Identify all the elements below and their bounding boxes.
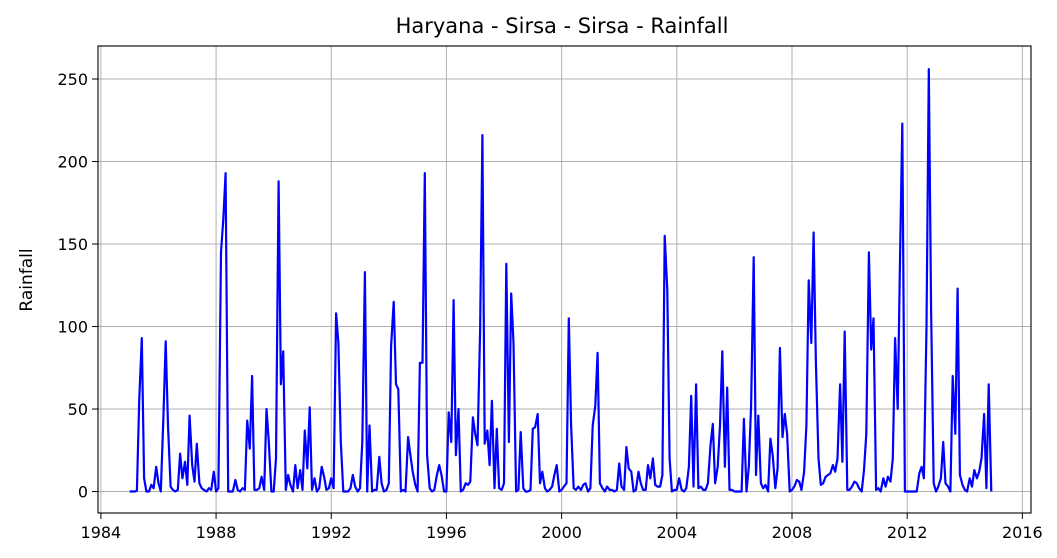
x-tick-label: 2012	[887, 523, 928, 542]
axis-ticks: 1984 1988 1992 1996 2000 2004 2008 2012 2016 0 50 1…	[57, 70, 1042, 542]
y-tick-label: 0	[78, 483, 88, 502]
y-tick-label: 200	[57, 153, 88, 172]
x-tick-label: 2008	[772, 523, 813, 542]
y-tick-label: 100	[57, 318, 88, 337]
y-tick-label: 50	[68, 400, 88, 419]
x-tick-label: 1988	[196, 523, 237, 542]
series-layer	[129, 67, 993, 493]
x-tick-label: 2004	[656, 523, 697, 542]
x-tick-label: 2000	[541, 523, 582, 542]
y-axis-label: Rainfall	[17, 248, 37, 311]
x-tick-label: 1992	[311, 523, 352, 542]
x-tick-label: 2016	[1002, 523, 1043, 542]
x-tick-label: 1996	[426, 523, 467, 542]
rainfall-series-line	[129, 67, 993, 493]
x-tick-label: 1984	[81, 523, 122, 542]
y-tick-label: 250	[57, 70, 88, 89]
y-tick-label: 150	[57, 235, 88, 254]
plot-frame	[97, 45, 1032, 514]
chart-title: Haryana - Sirsa - Sirsa - Rainfall	[396, 14, 729, 38]
